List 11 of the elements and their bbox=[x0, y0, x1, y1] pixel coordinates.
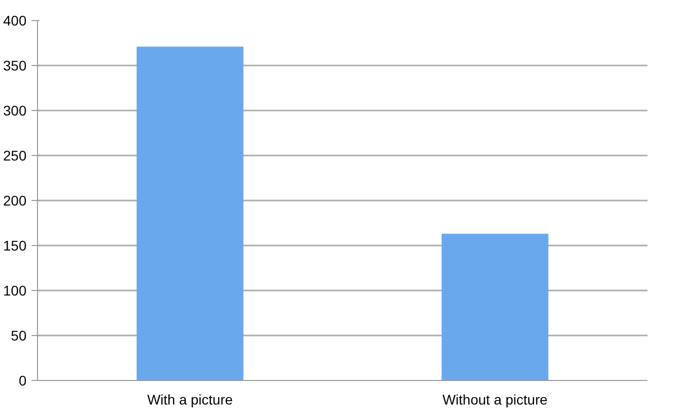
y-tick-label: 0 bbox=[18, 372, 27, 388]
y-tick-label: 350 bbox=[3, 58, 27, 74]
y-tick-label: 300 bbox=[3, 102, 27, 118]
y-tick-label: 150 bbox=[3, 238, 27, 254]
x-tick-label: With a picture bbox=[147, 392, 234, 408]
y-tick-label: 400 bbox=[3, 12, 27, 28]
y-tick-label: 50 bbox=[10, 328, 27, 344]
y-tick-label: 100 bbox=[3, 282, 27, 298]
y-tick-label: 200 bbox=[3, 192, 27, 208]
x-tick-label: Without a picture bbox=[442, 392, 548, 408]
y-tick-label: 250 bbox=[3, 148, 27, 164]
